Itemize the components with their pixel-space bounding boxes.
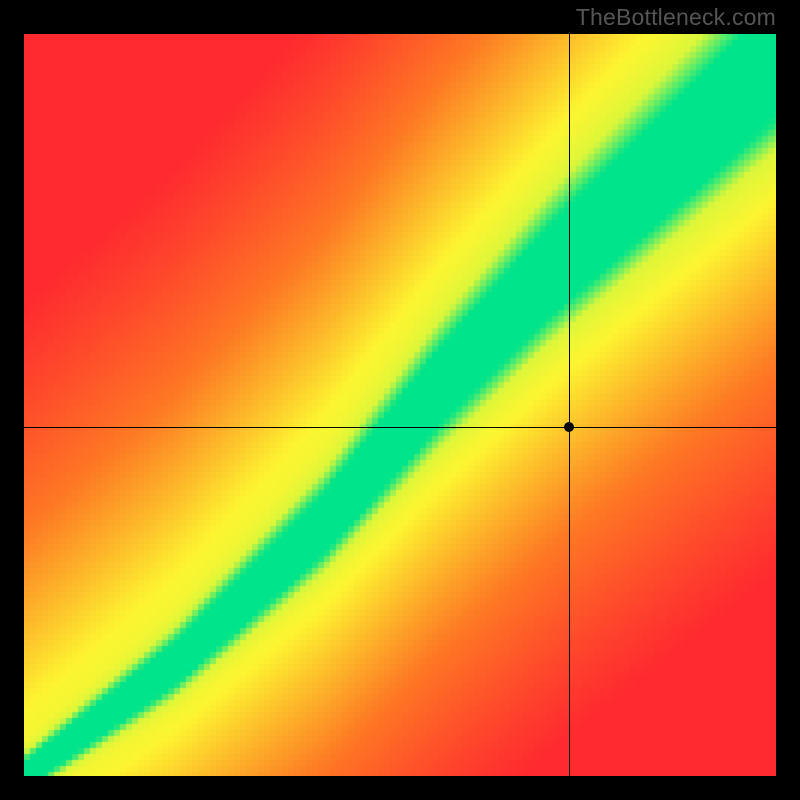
crosshair-horizontal <box>24 427 776 428</box>
watermark-text: TheBottleneck.com <box>576 4 776 31</box>
heatmap-plot <box>24 34 776 776</box>
chart-container: TheBottleneck.com <box>0 0 800 800</box>
heatmap-canvas <box>24 34 776 776</box>
data-point-marker <box>564 422 574 432</box>
crosshair-vertical <box>569 34 570 776</box>
